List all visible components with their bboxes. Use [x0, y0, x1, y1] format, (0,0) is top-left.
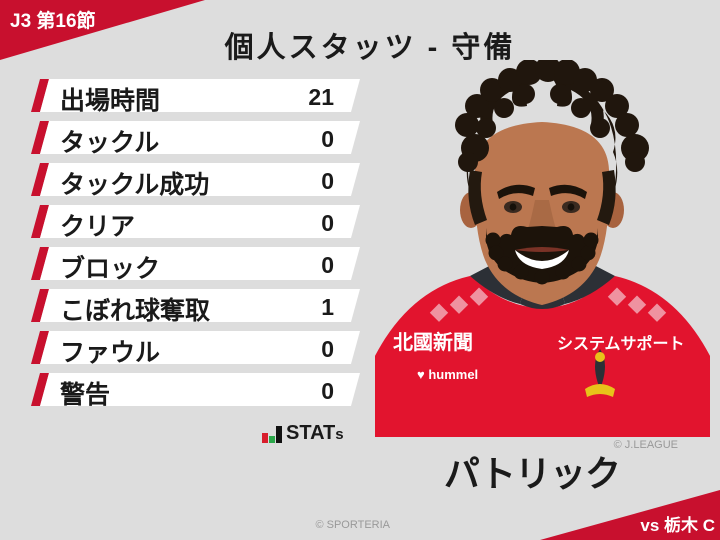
- svg-text:システムサポート: システムサポート: [557, 334, 685, 353]
- svg-text:♥ hummel: ♥ hummel: [417, 367, 478, 382]
- svg-text:北國新聞: 北國新聞: [393, 330, 473, 354]
